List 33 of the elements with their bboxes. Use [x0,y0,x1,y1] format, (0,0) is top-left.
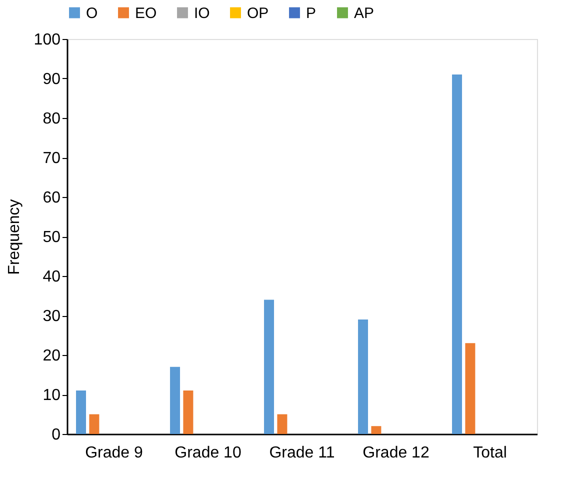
x-tick-label: Grade 9 [85,444,144,462]
bar [452,74,462,434]
y-tick-label: 70 [42,150,61,167]
y-tick-label: 20 [42,348,61,364]
bar [465,343,476,434]
x-tick-label: Grade 10 [174,444,242,462]
y-tick-label: 80 [42,110,61,128]
legend-label: O [86,4,98,22]
y-tick-label: 60 [42,190,61,206]
bar [277,414,288,434]
y-tick-label: 40 [42,268,61,286]
y-tick-label: 50 [42,229,61,246]
y-tick-label: 10 [42,387,61,404]
y-tick-label: 0 [52,426,61,444]
bar [89,414,100,434]
y-axis-title: Frequency [6,199,23,275]
x-tick-label: Grade 11 [269,444,335,462]
bar [371,426,382,434]
bar [264,300,274,434]
y-tick-label: 30 [42,308,61,325]
bar [76,390,86,434]
legend-label: EO [135,4,157,22]
x-tick-label: Grade 12 [362,444,430,462]
legend-label: P [306,4,316,22]
legend-label: AP [354,4,374,22]
y-tick-label: 100 [34,32,61,48]
bar [170,366,180,434]
y-tick-label: 90 [42,71,61,88]
x-tick-label: Total [473,444,507,462]
bar [358,319,368,434]
legend-label: OP [247,4,269,22]
legend-label: IO [194,4,210,22]
bar [183,390,194,434]
